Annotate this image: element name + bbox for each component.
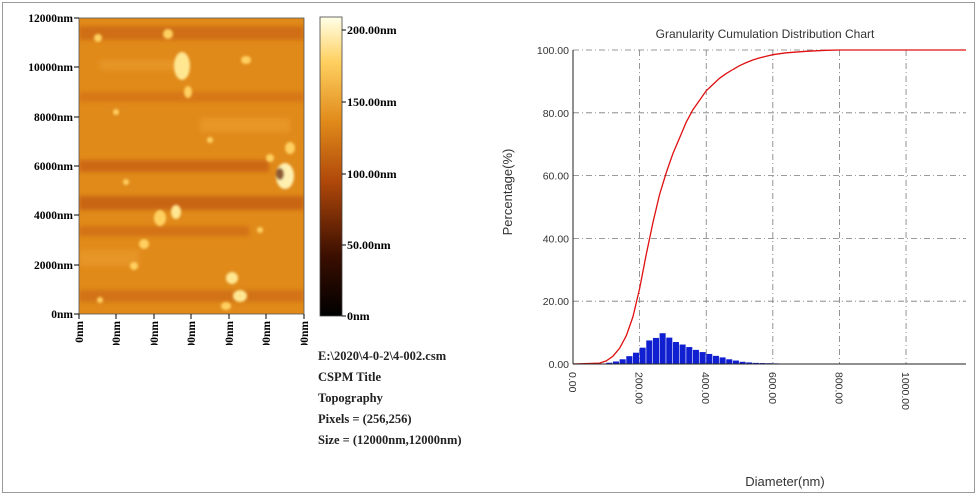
chart-y-tick-label: 20.00 — [543, 296, 569, 308]
afm-y-tick: 12000nm — [28, 13, 79, 25]
afm-x-tick: 10000nm — [261, 314, 273, 345]
histogram-bar — [672, 342, 679, 364]
chart-x-tick-label: 600.00 — [766, 372, 778, 404]
file-path: E:\2020\4-0-2\4-002.csm — [318, 349, 447, 363]
scan-size: Size = (12000nm,12000nm) — [318, 433, 462, 447]
pixel-count: Pixels = (256,256) — [318, 412, 412, 426]
afm-x-tick-label: 0nm — [74, 321, 86, 343]
afm-y-axis: 12000nm 10000nm 8000nm 6000nm 4000nm 200… — [28, 13, 79, 321]
histogram-bar — [712, 355, 719, 364]
chart-tick-labels: 0.00 20.00 40.00 60.00 80.00 100.00 0.00 200.00… — [537, 45, 911, 410]
colorbar-tick-label: 150.00nm — [347, 95, 397, 109]
chart-plot-area — [573, 50, 966, 364]
histogram-bar — [646, 340, 653, 364]
chart-x-tick-label: 200.00 — [633, 372, 645, 404]
chart-y-axis-label: Percentage(%) — [500, 149, 515, 236]
file-title: CSPM Title — [318, 370, 382, 384]
colorbar-tick-label: 0nm — [347, 309, 370, 323]
histogram-bar — [686, 347, 693, 364]
chart-x-axis-label: Diameter(nm) — [745, 474, 824, 489]
chart-x-tick-label: 400.00 — [699, 372, 711, 404]
histogram-bar — [626, 356, 633, 364]
afm-x-tick: 0nm — [74, 314, 86, 343]
afm-x-tick-label: 12000nm — [299, 321, 311, 345]
chart-y-tick-label: 40.00 — [543, 233, 569, 245]
histogram-bar — [699, 352, 706, 364]
afm-y-tick-label: 6000nm — [34, 161, 73, 173]
histogram-bar — [719, 357, 726, 364]
histogram-bar — [659, 333, 666, 364]
afm-y-tick: 4000nm — [34, 210, 79, 222]
afm-y-tick: 0nm — [51, 309, 79, 321]
afm-x-tick-label: 6000nm — [186, 321, 198, 345]
afm-y-tick-label: 0nm — [51, 309, 73, 321]
afm-x-tick-label: 10000nm — [261, 321, 273, 345]
chart-grid — [573, 49, 966, 364]
afm-y-tick-label: 4000nm — [34, 210, 73, 222]
histogram-bar — [619, 359, 626, 364]
afm-y-tick: 6000nm — [34, 161, 79, 173]
afm-x-tick: 2000nm — [111, 314, 123, 345]
file-info-block: E:\2020\4-0-2\4-002.csm CSPM Title Topog… — [318, 346, 462, 451]
colorbar-tick-label: 50.00nm — [347, 238, 391, 252]
histogram-bar — [666, 337, 673, 364]
colorbar-gradient — [319, 16, 343, 317]
colorbar-tick: 150.00nm — [342, 95, 397, 109]
chart-y-tick-label: 100.00 — [537, 45, 569, 57]
colorbar-tick: 100.00nm — [342, 167, 397, 181]
afm-y-tick-label: 2000nm — [34, 260, 73, 272]
afm-height-map — [79, 18, 304, 314]
histogram-bar — [726, 359, 733, 364]
histogram-bar — [739, 361, 746, 364]
granularity-chart: Granularity Cumulation Distribution Char… — [500, 27, 966, 489]
afm-x-tick: 12000nm — [299, 314, 311, 345]
afm-x-tick: 8000nm — [224, 314, 236, 345]
colorbar: 200.00nm 150.00nm 100.00nm 50.00nm 0nm — [319, 16, 397, 323]
histogram-bar — [692, 349, 699, 364]
chart-x-tick-label: 800.00 — [832, 372, 844, 404]
afm-topography-panel: 12000nm 10000nm 8000nm 6000nm 4000nm 200… — [28, 13, 311, 345]
afm-x-tick: 6000nm — [186, 314, 198, 345]
afm-x-tick-label: 4000nm — [149, 321, 161, 345]
histogram-bar — [679, 344, 686, 364]
afm-y-tick-label: 12000nm — [28, 13, 73, 25]
histogram-bar — [612, 361, 620, 364]
histogram-bar — [746, 362, 753, 364]
colorbar-tick-label: 100.00nm — [347, 167, 397, 181]
chart-x-tick-label: 0.00 — [566, 372, 578, 393]
histogram-bar — [639, 347, 646, 364]
chart-y-tick-label: 0.00 — [549, 359, 570, 371]
afm-y-tick: 8000nm — [34, 112, 79, 124]
colorbar-tick: 200.00nm — [342, 23, 397, 37]
chart-cumulative-line — [572, 49, 966, 365]
afm-x-tick: 4000nm — [149, 314, 161, 345]
afm-y-tick-label: 10000nm — [28, 62, 73, 74]
afm-y-tick: 2000nm — [34, 260, 79, 272]
histogram-bar — [732, 360, 739, 364]
colorbar-tick: 0nm — [342, 309, 370, 323]
cumulative-distribution-line — [572, 49, 966, 365]
afm-x-tick-label: 2000nm — [111, 321, 123, 345]
chart-title: Granularity Cumulation Distribution Char… — [656, 27, 875, 41]
afm-x-tick-label: 8000nm — [224, 321, 236, 345]
chart-y-tick-label: 80.00 — [543, 108, 569, 120]
chart-x-tick-label: 1000.00 — [899, 372, 911, 410]
afm-y-tick: 10000nm — [28, 62, 79, 74]
histogram-bar — [606, 362, 613, 364]
histogram-bar — [706, 353, 713, 364]
chart-y-tick-label: 60.00 — [543, 171, 569, 183]
chart-axes — [572, 50, 966, 365]
scan-mode: Topography — [318, 391, 383, 405]
histogram-bar — [752, 362, 759, 364]
histogram-bar — [632, 352, 640, 364]
afm-x-axis: 0nm 2000nm 4000nm 6000nm 8000nm 10000nm … — [74, 314, 311, 345]
colorbar-tick-label: 200.00nm — [347, 23, 397, 37]
colorbar-tick: 50.00nm — [342, 238, 391, 252]
afm-y-tick-label: 8000nm — [34, 112, 73, 124]
histogram-bar — [652, 337, 659, 364]
